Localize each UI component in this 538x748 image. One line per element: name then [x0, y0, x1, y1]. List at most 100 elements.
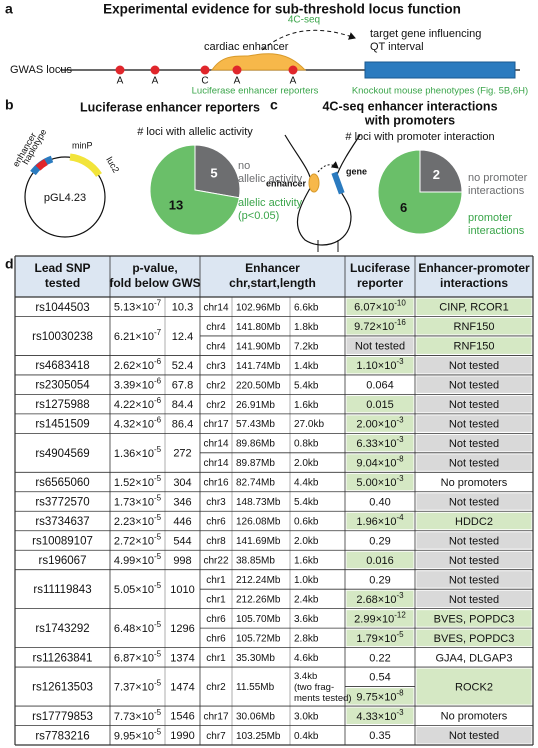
panel-title: Experimental evidence for sub-threshold …: [103, 2, 461, 17]
luciferase-value-exponent: -8: [396, 454, 404, 463]
luciferase-value: 9.72×10-16: [354, 318, 406, 333]
length-value: 3.4kb: [294, 671, 317, 682]
start-value: 89.86Mb: [236, 439, 275, 450]
luciferase-value-base: 5.00×10: [356, 477, 396, 489]
interaction-cell-bg: [416, 473, 532, 491]
luciferase-value-base: 6.33×10: [356, 438, 396, 450]
length-value: 1.6kb: [294, 400, 319, 411]
chr-value: chr1: [206, 575, 226, 586]
luc2-gene: [69, 153, 102, 178]
start-value: 38.85Mb: [236, 556, 275, 567]
p-value-base: 5.05×10: [114, 584, 154, 596]
luciferase-value-exponent: -4: [396, 513, 404, 522]
interaction-cell-bg: [416, 571, 532, 588]
chr-value: chr2: [206, 400, 226, 411]
luciferase-value-exponent: -10: [394, 298, 406, 307]
interaction-cell-bg: [416, 649, 532, 666]
start-value: 141.90Mb: [236, 341, 281, 352]
interaction-value: ROCK2: [455, 681, 493, 693]
fold-value: 304: [173, 477, 191, 489]
interaction-value: Not tested: [449, 438, 499, 450]
p-value: 2.23×10-5: [114, 513, 162, 528]
p-value-base: 2.62×10: [114, 360, 154, 372]
chr-value: chr4: [206, 322, 226, 333]
p-value-exponent: -5: [154, 474, 162, 483]
luciferase-value: 2.68×10-3: [356, 591, 404, 606]
fold-value: 1010: [170, 584, 194, 596]
start-value: 35.30Mb: [236, 653, 275, 664]
luciferase-cell-bg: [346, 473, 414, 491]
snp-value: rs12613503: [32, 682, 93, 694]
interaction-cell-bg: [416, 532, 532, 549]
luciferase-value: 1.96×10-4: [356, 513, 404, 528]
luciferase-cell-bg: [346, 415, 414, 432]
snp-dot: [232, 65, 242, 75]
chr-value: chr17: [203, 711, 228, 722]
interaction-value: Not tested: [449, 730, 499, 742]
snp-value: rs1044503: [35, 302, 89, 314]
header-cell: Luciferase: [350, 261, 410, 275]
p-value-exponent: -5: [154, 552, 162, 561]
chr-value: chr1: [206, 653, 226, 664]
luciferase-cell-bg: [346, 727, 414, 744]
p-value: 7.37×10-5: [114, 678, 162, 693]
fold-value: 86.4: [172, 419, 193, 431]
start-value: 11.55Mb: [236, 682, 275, 693]
luciferase-value-base: 1.96×10: [356, 516, 396, 528]
luc-label: Luciferase enhancer reporters: [192, 86, 319, 97]
interaction-value: BVES, POPDC3: [434, 613, 515, 625]
loop-ends: [317, 240, 339, 252]
header-cell: p-value,: [132, 261, 177, 275]
luciferase-value: 0.35: [369, 730, 390, 742]
luciferase-value: 5.00×10-3: [356, 474, 404, 489]
interaction-value: Not tested: [449, 399, 499, 411]
interaction-value: HDDC2: [455, 516, 493, 528]
p-value-exponent: -7: [154, 328, 162, 337]
panel-title: with promoters: [364, 113, 455, 127]
start-value: 148.73Mb: [236, 497, 281, 508]
pie-title: # loci with promoter interaction: [345, 131, 494, 143]
ko-label: Knockout mouse phenotypes (Fig. 5B,6H): [352, 86, 528, 97]
interaction-value: Not tested: [449, 360, 499, 372]
fourc-label: 4C-seq: [288, 15, 320, 26]
p-value-exponent: -5: [154, 581, 162, 590]
snp-value: rs3772570: [35, 497, 89, 509]
interaction-cell-bg: [416, 629, 532, 647]
fold-value: 67.8: [172, 380, 193, 392]
luciferase-value-exponent: -3: [396, 435, 404, 444]
p-value-base: 1.52×10: [114, 477, 154, 489]
panel-label: a: [5, 1, 13, 17]
pie-value: 13: [169, 197, 183, 212]
luciferase-value: 0.22: [369, 652, 390, 664]
luciferase-value-base: 2.68×10: [356, 594, 396, 606]
snp-value: rs11263841: [33, 652, 93, 664]
p-value-base: 1.73×10: [114, 496, 154, 508]
chromatin-loop: [284, 134, 361, 246]
luciferase-value-base: 2.99×10: [354, 613, 394, 625]
chr-value: chr14: [203, 458, 228, 469]
fold-value: 346: [173, 496, 191, 508]
luciferase-cell-bg: [346, 649, 414, 666]
luciferase-cell-bg: [346, 629, 414, 647]
luciferase-value-base: 4.33×10: [356, 711, 396, 723]
allele-label: A: [290, 76, 297, 87]
header-cell: Enhancer: [245, 261, 300, 275]
interaction-value: RNF150: [454, 321, 495, 333]
p-value-base: 6.21×10: [114, 331, 154, 343]
enhancer-insert: [35, 158, 48, 171]
plasmid-label: luc2: [104, 155, 121, 174]
pie-slice: [149, 144, 240, 236]
header-bg: [15, 256, 533, 297]
luciferase-value-exponent: -8: [396, 688, 404, 697]
snp-dot: [150, 65, 160, 75]
start-value: 89.87Mb: [236, 458, 275, 469]
length-value: 4.6kb: [294, 653, 319, 664]
luciferase-cell-bg: [346, 317, 414, 335]
header-cell: chr,start,length: [229, 276, 316, 290]
p-value-exponent: -5: [154, 727, 162, 736]
luciferase-cell-bg: [346, 376, 414, 393]
length-value: 1.0kb: [294, 575, 319, 586]
chr-value: chr7: [206, 731, 226, 742]
